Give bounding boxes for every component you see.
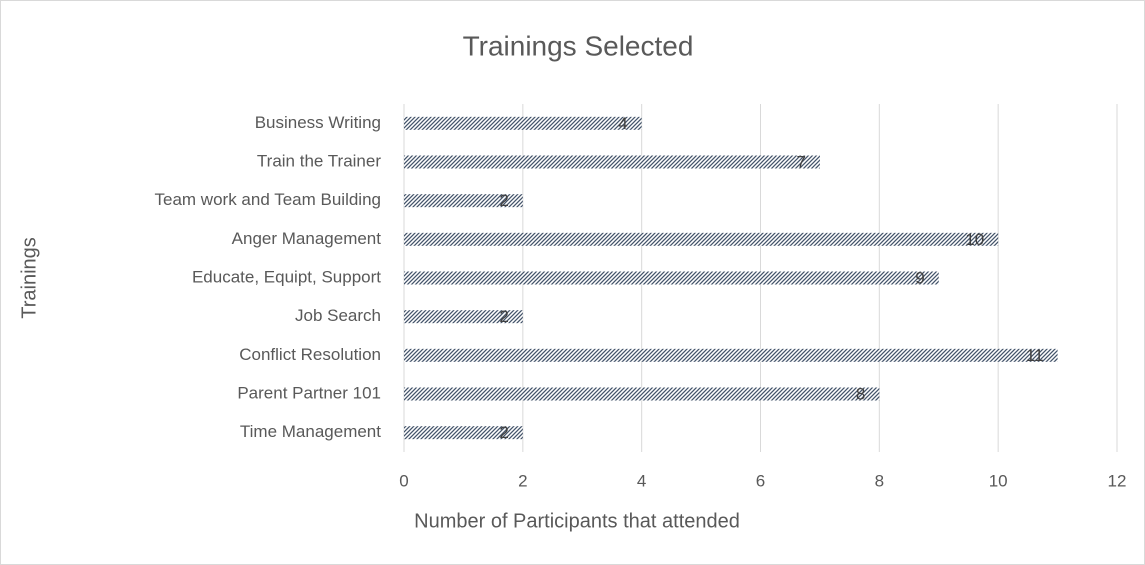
y-tick-label: Time Management	[240, 422, 381, 441]
x-tick-label: 4	[637, 471, 646, 490]
y-tick-label: Parent Partner 101	[237, 383, 381, 402]
y-tick-label: Team work and Team Building	[155, 190, 381, 209]
y-tick-label: Business Writing	[255, 113, 381, 132]
data-label: 4	[618, 114, 627, 133]
data-label: 10	[965, 230, 984, 249]
data-label: 8	[856, 384, 865, 403]
data-label: 2	[499, 423, 508, 442]
bar	[404, 194, 523, 208]
data-label: 7	[796, 152, 805, 171]
x-tick-label: 12	[1108, 471, 1127, 490]
bar	[404, 348, 1058, 362]
bar	[404, 271, 939, 285]
data-label: 9	[915, 268, 924, 287]
x-tick-label: 2	[518, 471, 527, 490]
bar	[404, 310, 523, 324]
x-axis-title: Number of Participants that attended	[414, 510, 740, 532]
x-tick-label: 6	[756, 471, 765, 490]
x-tick-label: 0	[399, 471, 408, 490]
y-tick-label: Train the Trainer	[257, 151, 381, 170]
x-tick-label: 10	[989, 471, 1008, 490]
y-tick-label: Job Search	[295, 306, 381, 325]
data-label: 2	[499, 307, 508, 326]
x-tick-label: 8	[875, 471, 884, 490]
bar	[404, 232, 999, 246]
bar	[404, 387, 880, 401]
bar	[404, 116, 642, 130]
y-tick-label: Anger Management	[232, 229, 382, 248]
data-label: 2	[499, 191, 508, 210]
y-tick-label: Educate, Equipt, Support	[192, 267, 381, 286]
bar	[404, 155, 820, 169]
bar	[404, 426, 523, 440]
data-label: 11	[1026, 346, 1044, 365]
y-axis-title: Trainings	[18, 237, 40, 319]
chart-title: Trainings Selected	[463, 30, 694, 61]
y-tick-label: Conflict Resolution	[239, 345, 381, 364]
